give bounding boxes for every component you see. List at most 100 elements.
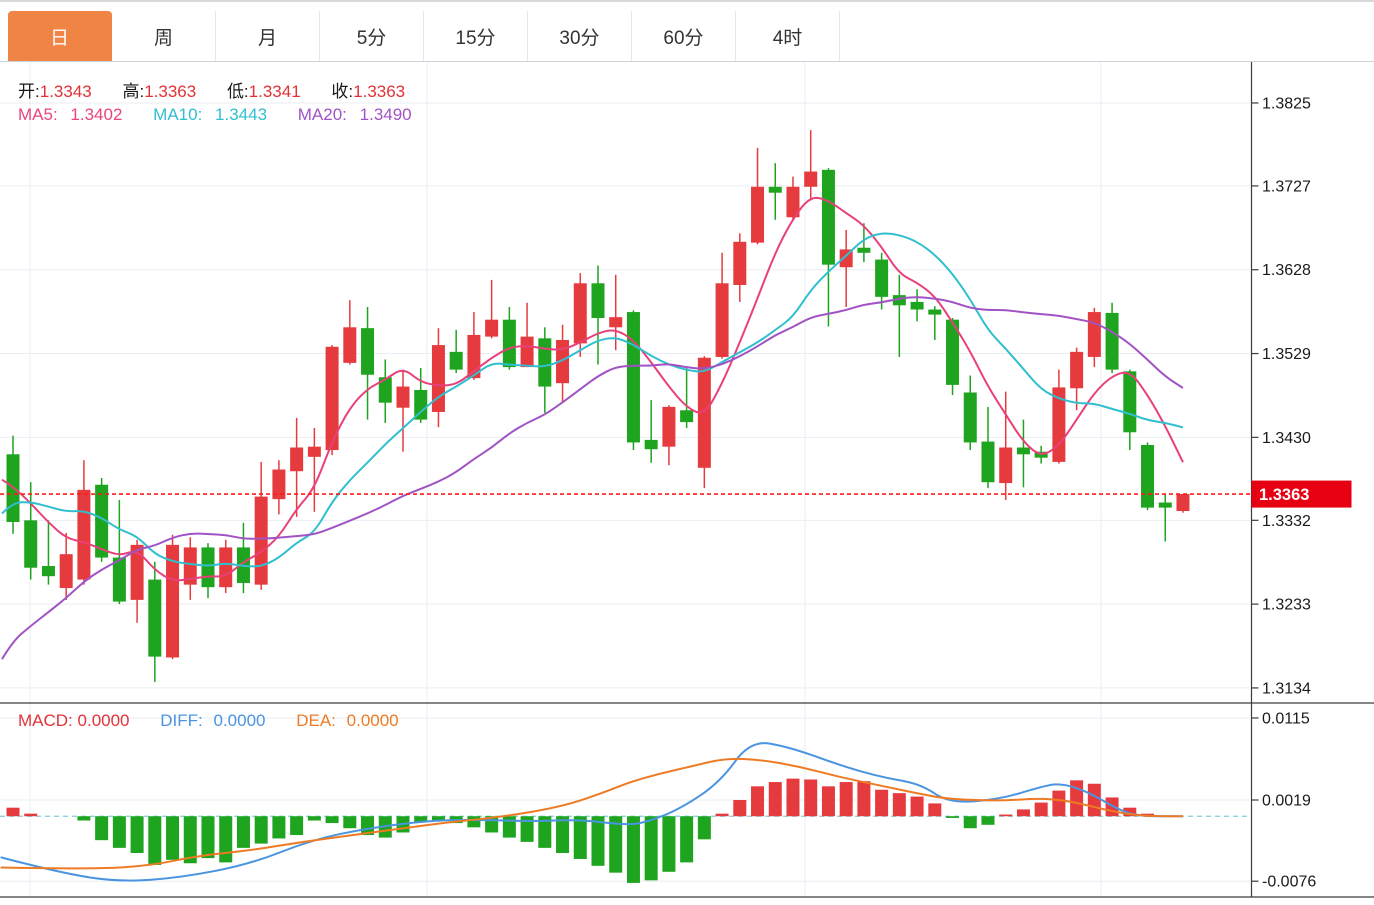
tab-timeframe-2[interactable]: 月 bbox=[216, 11, 320, 61]
macd-axis-label: 0.0115 bbox=[1262, 710, 1310, 727]
high-value: 1.3363 bbox=[144, 82, 197, 101]
candle-body bbox=[378, 377, 392, 403]
candle-body bbox=[1105, 312, 1119, 370]
macd-hist-bar bbox=[166, 816, 180, 860]
candle-body bbox=[1087, 312, 1101, 357]
candle-body bbox=[95, 484, 109, 558]
candle-body bbox=[538, 338, 552, 387]
price-axis-label: 1.3727 bbox=[1262, 178, 1311, 195]
candle-body bbox=[573, 283, 587, 344]
macd-hist-bar bbox=[1052, 790, 1066, 817]
candle-body bbox=[786, 186, 800, 218]
candle-body bbox=[201, 547, 215, 588]
macd-hist-bar bbox=[307, 816, 321, 821]
macd-hist-bar bbox=[644, 816, 658, 881]
dea-line bbox=[0, 757, 1183, 870]
macd-hist-bar bbox=[77, 816, 91, 821]
candle-body bbox=[662, 406, 676, 447]
macd-hist-bar bbox=[520, 816, 534, 842]
tab-timeframe-7[interactable]: 4时 bbox=[736, 11, 840, 61]
candle-body bbox=[361, 328, 375, 375]
candle-body bbox=[148, 579, 162, 657]
macd-hist-bar bbox=[981, 816, 995, 825]
ohlc-readout: 开:1.3343 高:1.3363 低:1.3341 收:1.3363 bbox=[18, 77, 431, 102]
candle-body bbox=[485, 319, 499, 337]
macd-hist-bar bbox=[573, 816, 587, 859]
tab-timeframe-3[interactable]: 5分 bbox=[320, 11, 424, 61]
macd-hist-bar bbox=[467, 816, 481, 828]
macd-hist-bar bbox=[609, 816, 623, 873]
candle-body bbox=[325, 346, 339, 451]
candle-body bbox=[1070, 351, 1084, 389]
macd-hist-bar bbox=[290, 816, 304, 836]
ma-readout: MA5: 1.3402 MA10: 1.3443 MA20: 1.3490 bbox=[18, 105, 438, 125]
macd-hist-bar bbox=[626, 816, 640, 883]
candle-body bbox=[626, 312, 640, 443]
macd-hist-bar bbox=[768, 782, 782, 817]
candle-body bbox=[307, 446, 321, 457]
tab-timeframe-5[interactable]: 30分 bbox=[528, 11, 632, 61]
macd-label: MACD: bbox=[18, 711, 73, 730]
macd-hist-bar bbox=[219, 816, 233, 863]
macd-hist-bar bbox=[414, 816, 428, 823]
candle-body bbox=[1052, 387, 1066, 462]
macd-readout: MACD: 0.0000 DIFF: 0.0000 DEA: 0.0000 bbox=[18, 711, 425, 731]
tab-timeframe-4[interactable]: 15分 bbox=[424, 11, 528, 61]
candle-body bbox=[928, 309, 942, 315]
dea-value: 0.0000 bbox=[346, 711, 399, 730]
ma20-value: 1.3490 bbox=[359, 105, 412, 124]
low-label: 低: bbox=[226, 82, 249, 101]
price-axis-label: 1.3430 bbox=[1262, 430, 1311, 447]
macd-hist-bar bbox=[148, 816, 162, 865]
candle-body bbox=[290, 447, 304, 472]
macd-hist-bar bbox=[95, 816, 109, 841]
macd-hist-bar bbox=[6, 807, 20, 817]
macd-hist-bar bbox=[999, 814, 1013, 817]
candle-body bbox=[963, 392, 977, 443]
ma5-line bbox=[1, 196, 1184, 582]
candle-body bbox=[502, 319, 516, 368]
candle-body bbox=[556, 340, 570, 384]
close-label: 收: bbox=[331, 82, 354, 101]
macd-hist-bar bbox=[928, 803, 942, 817]
tab-timeframe-0[interactable]: 日 bbox=[8, 11, 112, 61]
diff-value: 0.0000 bbox=[213, 711, 266, 730]
candle-body bbox=[875, 259, 889, 297]
price-axis-label: 1.3332 bbox=[1262, 513, 1311, 530]
candle-body bbox=[910, 301, 924, 310]
candle-body bbox=[343, 327, 357, 363]
candle-body bbox=[697, 357, 711, 468]
tab-timeframe-1[interactable]: 周 bbox=[112, 11, 216, 61]
candle-body bbox=[1158, 502, 1172, 508]
candle-body bbox=[821, 169, 835, 265]
macd-value: 0.0000 bbox=[77, 711, 130, 730]
current-price-tag-text: 1.3363 bbox=[1259, 486, 1309, 504]
current-price-tag bbox=[1251, 480, 1352, 508]
macd-hist-bar bbox=[591, 816, 605, 866]
candle-body bbox=[77, 489, 91, 580]
macd-hist-bar bbox=[839, 782, 853, 817]
macd-hist-bar bbox=[733, 800, 747, 817]
diff-line bbox=[0, 742, 1183, 882]
candle-body bbox=[768, 186, 782, 193]
candle-body bbox=[59, 554, 73, 589]
diff-label: DIFF: bbox=[160, 711, 203, 730]
macd-hist-bar bbox=[236, 816, 250, 848]
candle-body bbox=[946, 319, 960, 385]
macd-hist-bar bbox=[910, 796, 924, 817]
macd-hist-bar bbox=[680, 816, 694, 863]
macd-hist-bar bbox=[963, 816, 977, 829]
macd-hist-bar bbox=[112, 816, 126, 848]
open-value: 1.3343 bbox=[39, 82, 92, 101]
candle-body bbox=[1034, 451, 1048, 458]
macd-hist-bar bbox=[786, 778, 800, 817]
open-label: 开: bbox=[18, 82, 40, 101]
macd-hist-bar bbox=[1034, 802, 1048, 817]
ma5-label: MA5: bbox=[18, 105, 58, 124]
candle-body bbox=[981, 441, 995, 483]
candle-body bbox=[1016, 447, 1030, 455]
macd-hist-bar bbox=[254, 816, 268, 844]
candle-body bbox=[609, 317, 623, 328]
tab-timeframe-6[interactable]: 60分 bbox=[632, 11, 736, 61]
